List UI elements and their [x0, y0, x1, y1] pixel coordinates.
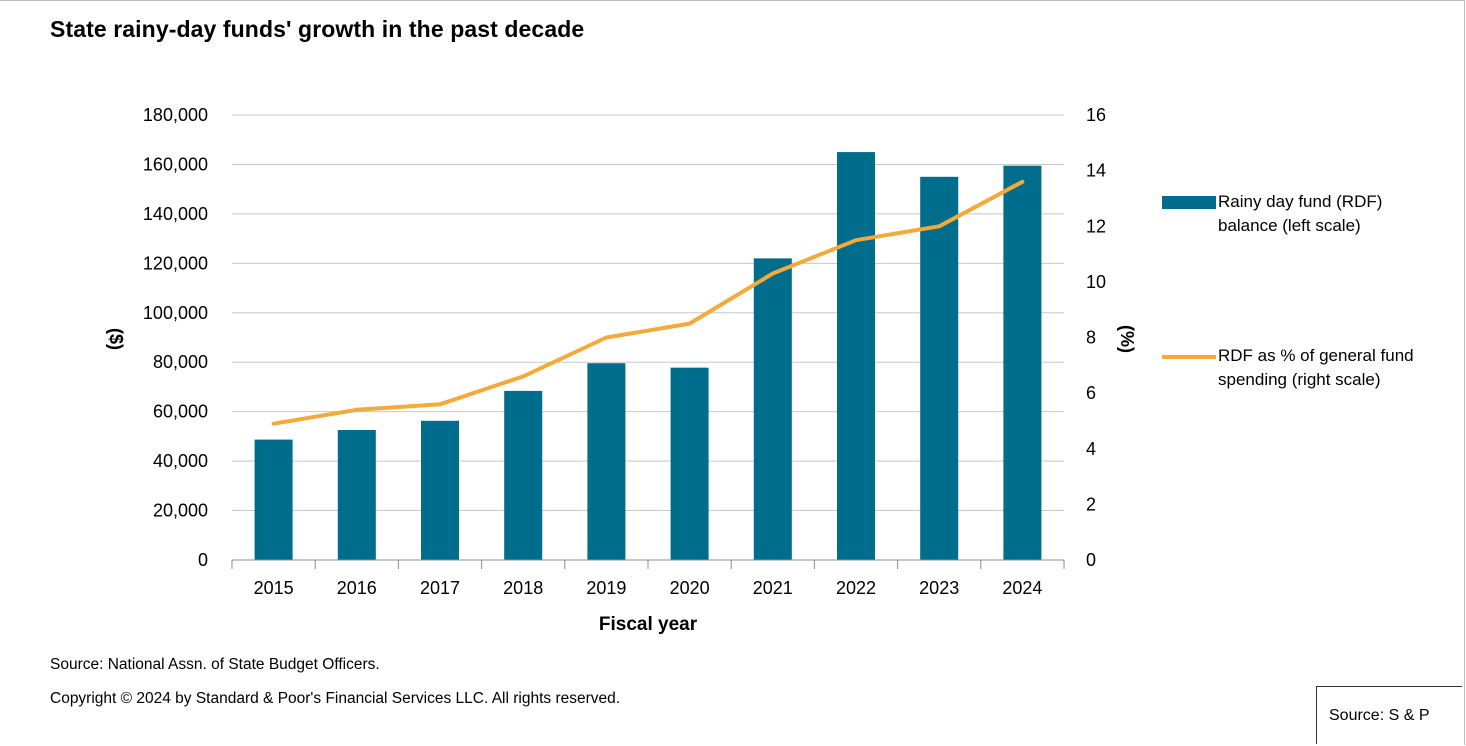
x-axis-title: Fiscal year: [599, 614, 698, 635]
bar: [920, 176, 959, 561]
y-left-tick-label: 20,000: [153, 501, 208, 521]
x-tick-label: 2015: [254, 578, 294, 598]
y-right-tick-label: 14: [1086, 161, 1106, 181]
chart-title: State rainy-day funds' growth in the pas…: [50, 16, 585, 42]
y-right-tick-label: 16: [1086, 105, 1106, 125]
x-tick-label: 2019: [586, 578, 626, 598]
footnote-copyright: Copyright © 2024 by Standard & Poor's Fi…: [50, 690, 621, 707]
y-left-tick-label: 0: [198, 550, 208, 570]
y-right-axis-title: (%): [1117, 325, 1137, 353]
y-right-tick-label: 6: [1086, 383, 1096, 403]
legend-swatch-line: [1162, 355, 1216, 359]
y-left-tick-label: 100,000: [143, 303, 208, 323]
legend-swatch-bar: [1162, 196, 1216, 209]
footnote-source: Source: National Assn. of State Budget O…: [50, 656, 380, 673]
y-right-tick-label: 0: [1086, 550, 1096, 570]
x-tick-label: 2016: [337, 578, 377, 598]
legend-label-bar: Rainy day fund (RDF) balance (left scale…: [1218, 192, 1383, 235]
y-right-tick-label: 8: [1086, 328, 1096, 348]
x-tick-label: 2023: [919, 578, 959, 598]
bar: [670, 367, 709, 560]
y-left-tick-label: 140,000: [143, 204, 208, 224]
y-left-tick-label: 40,000: [153, 451, 208, 471]
x-tick-label: 2021: [753, 578, 793, 598]
x-tick-label: 2024: [1002, 578, 1042, 598]
y-right-tick-label: 12: [1086, 216, 1106, 236]
x-tick-label: 2017: [420, 578, 460, 598]
source-box: Source: S & P: [1316, 686, 1462, 744]
y-right-tick-label: 10: [1086, 272, 1106, 292]
y-left-tick-label: 60,000: [153, 402, 208, 422]
y-right-tick-label: 2: [1086, 494, 1096, 514]
x-tick-label: 2022: [836, 578, 876, 598]
x-tick-label: 2020: [670, 578, 710, 598]
bar: [753, 258, 792, 560]
bar: [337, 429, 376, 560]
y-left-axis-title: ($): [106, 328, 126, 350]
bar: [587, 363, 626, 560]
series-line: [271, 179, 1025, 426]
y-left-tick-label: 80,000: [153, 352, 208, 372]
legend-label-line: RDF as % of general fund spending (right…: [1218, 346, 1414, 389]
y-left-tick-label: 180,000: [143, 105, 208, 125]
bar: [504, 390, 543, 560]
bar: [837, 152, 875, 561]
bar: [1003, 165, 1042, 561]
bar: [421, 420, 459, 560]
y-left-tick-label: 120,000: [143, 253, 208, 273]
y-right-tick-label: 4: [1086, 439, 1096, 459]
y-left-tick-label: 160,000: [143, 154, 208, 174]
x-tick-label: 2018: [503, 578, 543, 598]
bar: [254, 439, 293, 560]
